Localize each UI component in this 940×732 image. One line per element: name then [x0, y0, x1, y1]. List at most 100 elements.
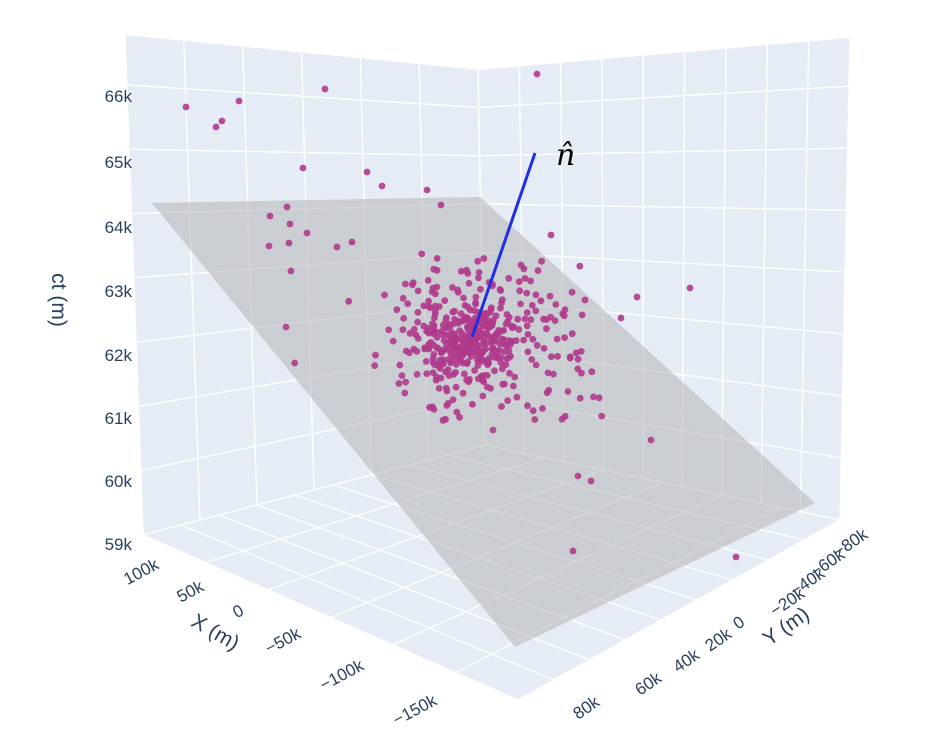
- data-point: [588, 368, 596, 376]
- data-point: [396, 361, 404, 369]
- data-point: [564, 388, 572, 395]
- data-point: [393, 306, 401, 314]
- data-point: [553, 335, 561, 343]
- data-point: [450, 370, 457, 378]
- data-point: [412, 331, 420, 339]
- data-point: [453, 408, 461, 416]
- data-point: [461, 343, 469, 350]
- data-point: [545, 386, 553, 394]
- data-point: [516, 287, 524, 295]
- data-point: [480, 372, 488, 379]
- data-point: [405, 349, 413, 357]
- data-point: [523, 322, 531, 330]
- data-point: [595, 394, 603, 402]
- z-tick-label: 66k: [105, 87, 133, 106]
- data-point: [425, 297, 432, 305]
- data-point: [449, 284, 456, 291]
- data-point: [413, 371, 421, 378]
- data-point: [409, 279, 417, 286]
- data-point: [435, 385, 443, 392]
- data-point: [474, 257, 482, 265]
- data-point: [433, 344, 441, 352]
- normal-vector-line: [470, 152, 537, 338]
- data-point: [537, 297, 545, 305]
- data-point: [517, 300, 524, 308]
- data-point: [477, 285, 484, 293]
- normal-vector: n̂: [470, 138, 575, 338]
- data-point: [505, 347, 513, 355]
- data-point: [492, 332, 499, 340]
- data-point: [363, 168, 371, 176]
- data-point: [533, 70, 541, 78]
- data-point: [527, 316, 535, 324]
- data-point: [418, 250, 426, 258]
- data-point: [465, 279, 473, 287]
- z-tick-label: 64k: [105, 218, 133, 237]
- data-point: [371, 362, 379, 369]
- data-point: [520, 336, 527, 344]
- data-point: [464, 303, 472, 311]
- data-point: [598, 412, 606, 420]
- data-point: [577, 348, 585, 355]
- data-point: [554, 353, 561, 360]
- data-point: [515, 278, 523, 285]
- plane-layer: [152, 197, 815, 647]
- y-tick-label: 20k: [702, 624, 736, 655]
- data-point: [466, 375, 473, 383]
- data-point: [561, 334, 568, 341]
- data-point: [587, 477, 595, 485]
- data-point: [446, 321, 454, 329]
- data-point: [459, 389, 467, 397]
- data-point: [457, 352, 464, 360]
- data-point: [472, 293, 480, 301]
- data-point: [505, 274, 513, 282]
- data-point: [406, 329, 414, 337]
- data-point: [520, 265, 528, 273]
- data-point: [395, 380, 403, 387]
- data-point: [441, 297, 449, 305]
- data-point: [576, 394, 584, 402]
- y-gridline-wall: [839, 37, 851, 521]
- data-point: [378, 182, 386, 190]
- z-gridline-right: [480, 203, 847, 211]
- data-point: [443, 314, 450, 322]
- data-point: [444, 399, 452, 407]
- data-point: [449, 396, 457, 404]
- data-point: [505, 313, 513, 321]
- data-point: [433, 266, 441, 274]
- data-point: [578, 311, 586, 319]
- data-point: [182, 103, 190, 111]
- data-point: [496, 286, 504, 293]
- data-point: [430, 323, 437, 331]
- data-point: [534, 267, 542, 274]
- data-point: [489, 344, 497, 352]
- y-gridline-floor: [142, 534, 519, 701]
- data-point: [451, 340, 458, 348]
- data-point: [399, 294, 407, 302]
- data-point: [532, 307, 540, 315]
- data-point: [444, 366, 452, 374]
- data-point: [633, 293, 641, 301]
- z-gridline-right: [479, 147, 848, 157]
- data-point: [498, 365, 506, 373]
- x-gridline-floor: [517, 519, 841, 701]
- data-point: [529, 335, 537, 343]
- data-point: [566, 353, 574, 361]
- data-point: [533, 341, 541, 349]
- data-point: [431, 314, 438, 322]
- data-point: [286, 220, 294, 228]
- data-point: [540, 345, 548, 352]
- z-gridline-right: [478, 85, 850, 109]
- data-point: [491, 367, 498, 375]
- data-point: [511, 373, 519, 381]
- data-point: [471, 307, 478, 314]
- z-tick-label: 61k: [105, 409, 133, 428]
- data-point: [523, 309, 531, 316]
- data-point: [499, 380, 507, 388]
- data-point: [422, 358, 430, 365]
- data-point: [497, 359, 505, 366]
- data-point: [532, 291, 540, 299]
- data-point: [475, 274, 482, 282]
- data-point: [524, 331, 532, 338]
